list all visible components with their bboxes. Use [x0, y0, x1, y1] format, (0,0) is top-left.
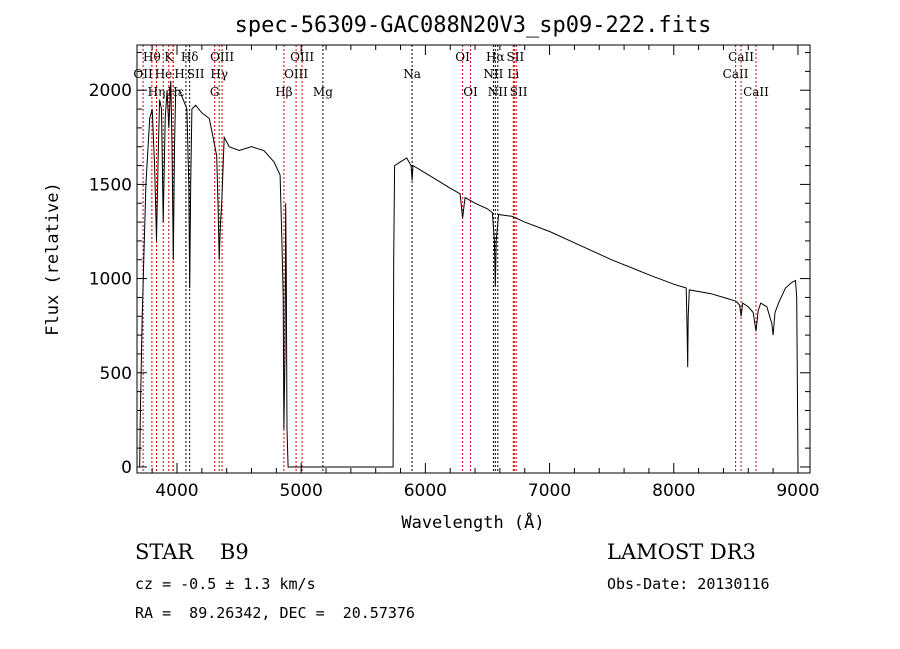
spectral-line-label: OIII — [290, 50, 314, 64]
x-tick-label: 5000 — [280, 481, 323, 501]
spectral-line-label: OII — [133, 67, 153, 81]
spectral-line-label: Li — [507, 67, 519, 81]
spectral-line-label: CaII — [743, 85, 769, 99]
spectrum-line — [139, 80, 799, 468]
spectral-line-label: He — [155, 67, 173, 81]
spectral-line-label: Hβ — [275, 85, 292, 99]
y-axis-label: Flux (relative) — [43, 182, 63, 336]
spectral-line-label: NII — [488, 85, 508, 99]
spectral-line-label: Hη — [148, 85, 166, 99]
x-tick-label: 8000 — [652, 481, 695, 501]
spectral-line-label: NII — [483, 67, 503, 81]
spectral-line-label: OIII — [210, 50, 234, 64]
spectral-line-label: OI — [463, 85, 478, 99]
spectral-line-label: Hθ — [143, 50, 161, 64]
spectral-line-label: G — [210, 85, 220, 99]
x-tick-label: 6000 — [404, 481, 447, 501]
x-tick-label: 9000 — [776, 481, 819, 501]
plot-frame — [136, 44, 811, 474]
redshift-info: cz = -0.5 ± 1.3 km/s — [135, 575, 316, 593]
spectral-line-label: CaII — [723, 67, 749, 81]
object-class: STAR B9 — [135, 540, 249, 564]
spectral-line-label: OIII — [284, 67, 308, 81]
coordinates: RA = 89.26342, DEC = 20.57376 — [135, 604, 415, 622]
spectral-line-label: SII — [187, 67, 205, 81]
spectral-line-label: Hγ — [210, 67, 228, 81]
y-tick-label: 500 — [100, 364, 132, 384]
spectral-line-label: K — [164, 50, 174, 64]
x-tick-label: 7000 — [528, 481, 571, 501]
chart-title: spec-56309-GAC088N20V3_sp09-222.fits — [235, 13, 712, 38]
x-tick-label: 4000 — [155, 481, 198, 501]
y-tick-label: 0 — [121, 458, 132, 478]
spectral-line-label: Hδ — [181, 50, 199, 64]
y-tick-label: 2000 — [89, 81, 132, 101]
y-tick-label: 1000 — [89, 270, 132, 290]
spectral-line-label: Mg — [313, 85, 333, 99]
y-tick-label: 1500 — [89, 175, 132, 195]
spectral-line-label: OI — [455, 50, 470, 64]
spectral-line-label: CaII — [728, 50, 754, 64]
spectral-line-label: Hα — [486, 50, 505, 64]
spectral-line-label: SII — [507, 50, 525, 64]
survey-name: LAMOST DR3 — [607, 540, 756, 564]
obs-date: Obs-Date: 20130116 — [607, 575, 770, 593]
x-axis-label: Wavelength (Å) — [401, 511, 544, 533]
spectral-line-label: Na — [403, 67, 421, 81]
spectral-line-label: SII — [510, 85, 528, 99]
spectral-line-label: H — [174, 67, 184, 81]
